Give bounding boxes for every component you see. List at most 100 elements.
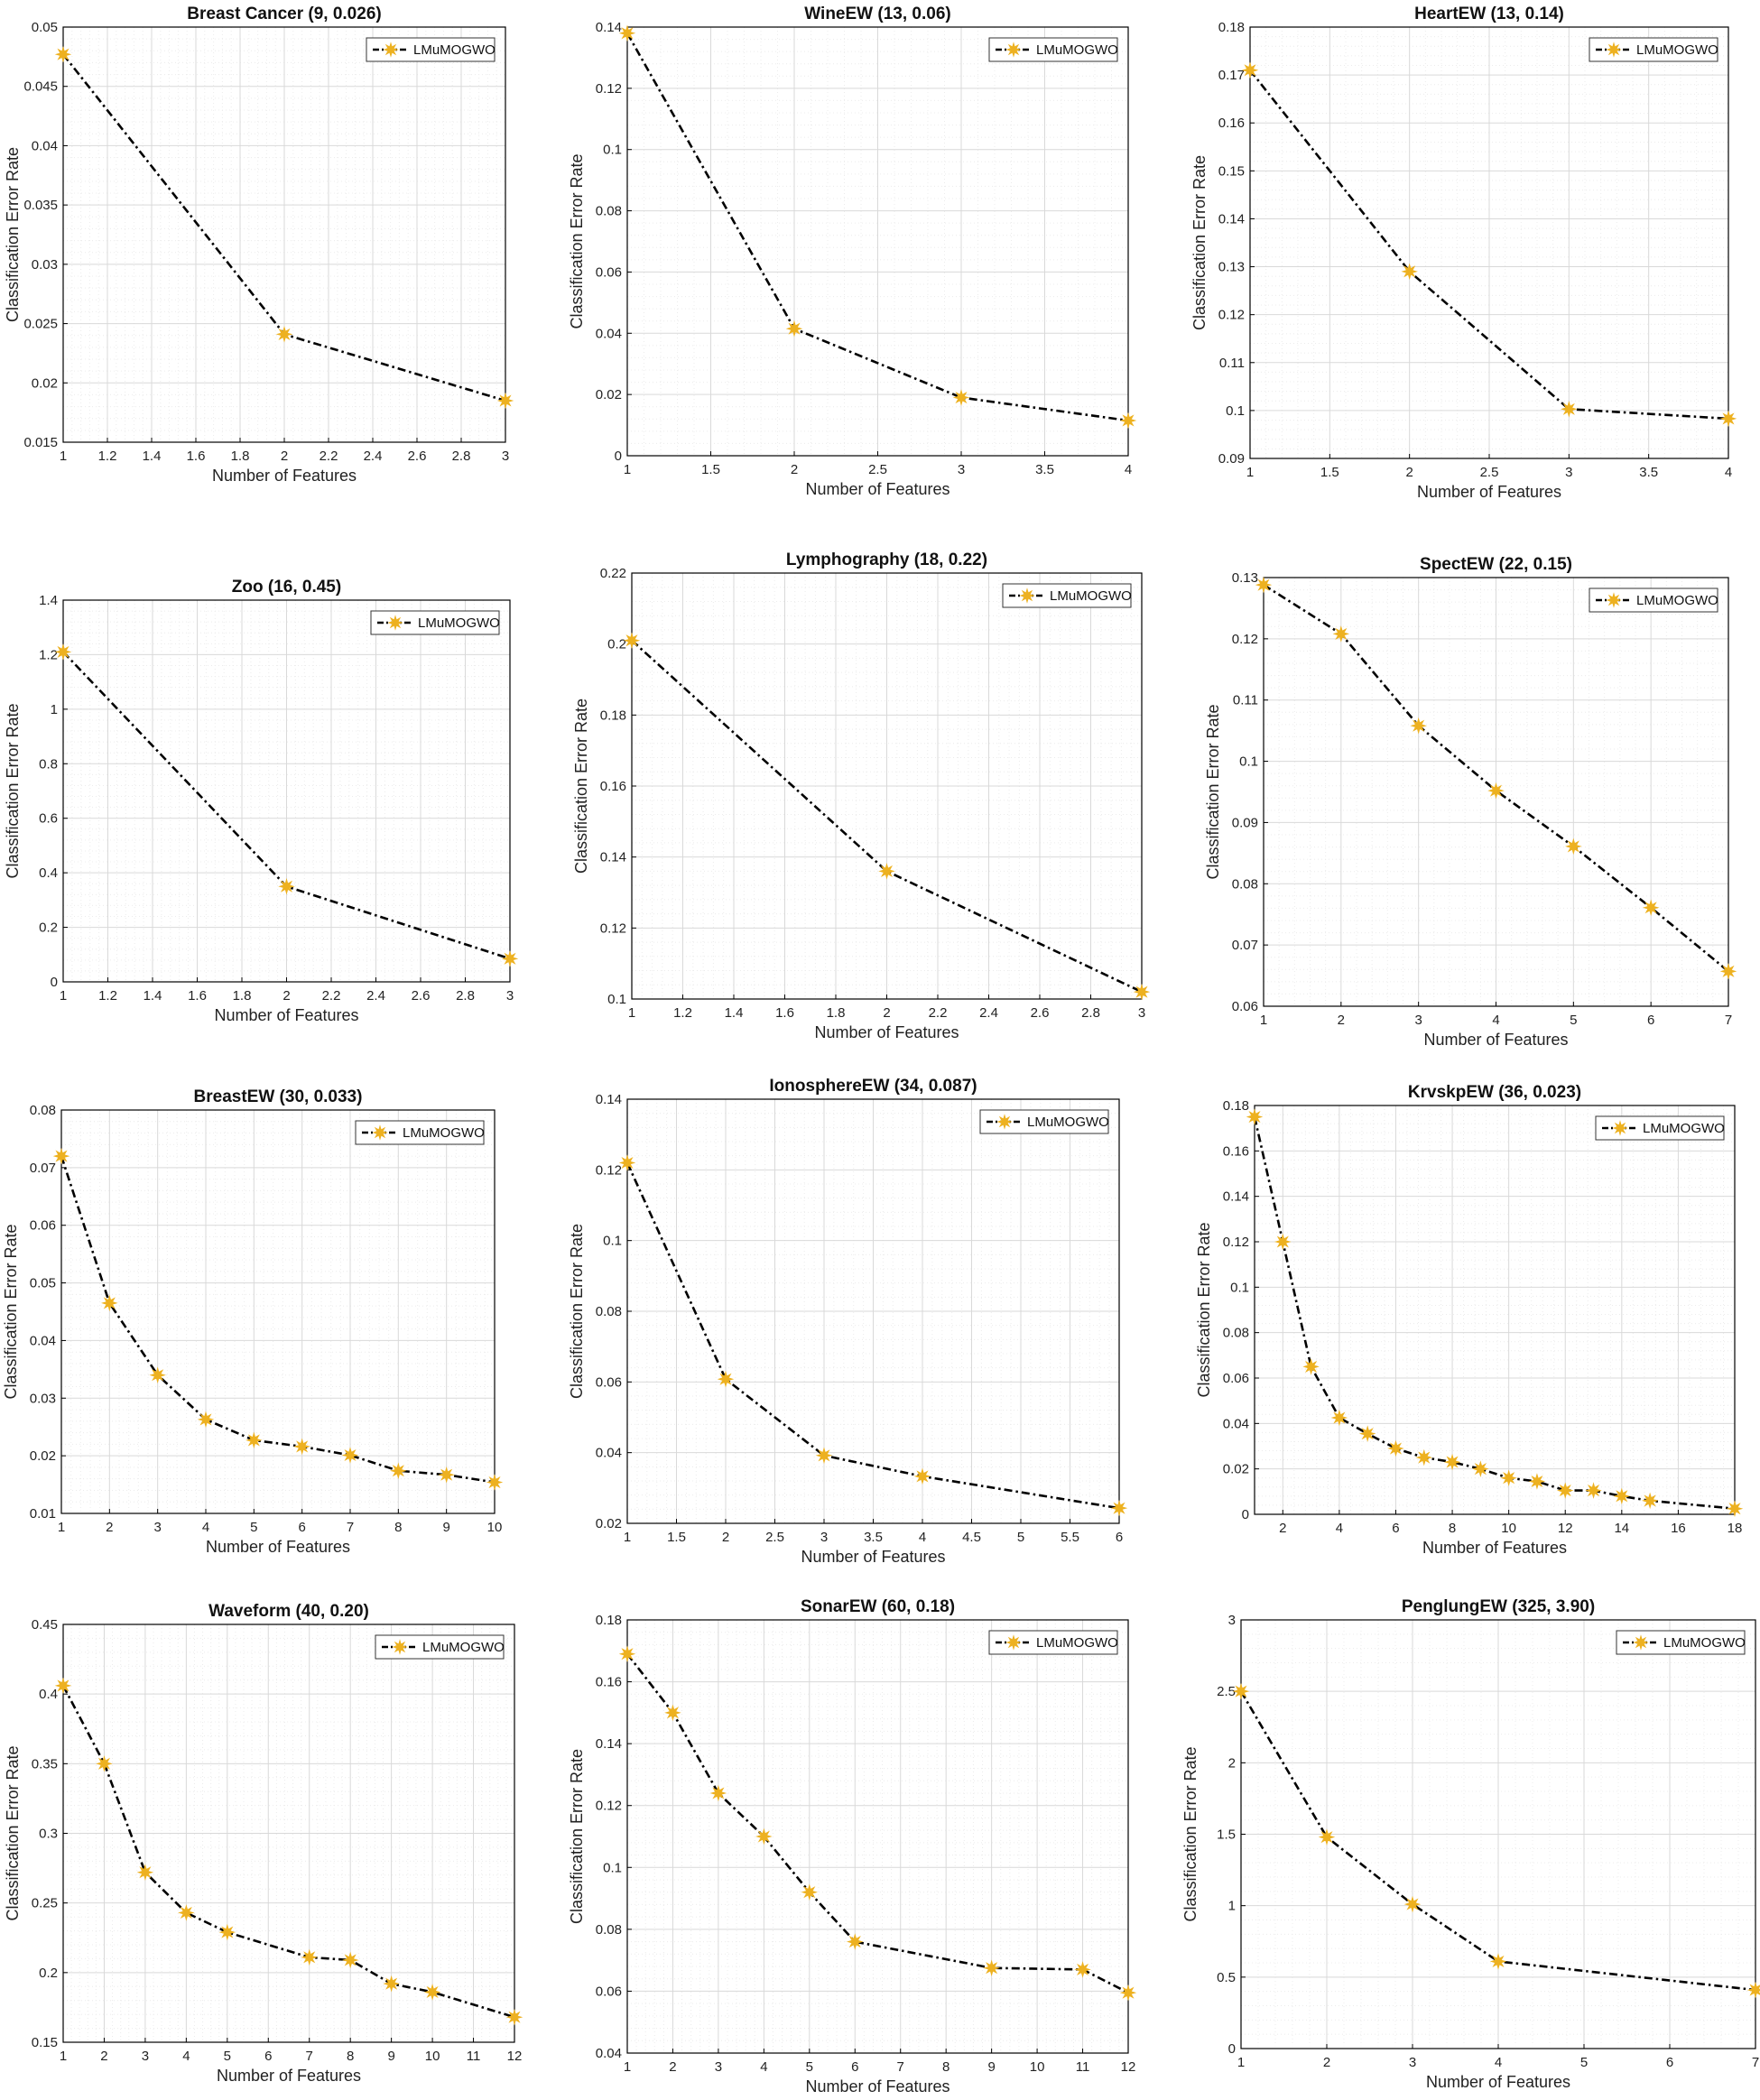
y-tick-label: 1.5 [1217, 1827, 1236, 1843]
minor-grid [63, 600, 510, 982]
data-point-marker [438, 1466, 455, 1484]
x-tick-label: 3.5 [1035, 462, 1054, 477]
x-tick-label: 10 [1030, 2059, 1045, 2075]
axes-box [626, 1619, 1129, 2054]
x-tick-label: 2 [1405, 465, 1413, 480]
x-tick-label: 10 [487, 1520, 503, 1535]
data-point-marker [1110, 1499, 1128, 1517]
y-tick-label: 0.8 [39, 756, 58, 772]
x-axis-label: Number of Features [801, 1548, 945, 1566]
data-point-marker [1746, 1981, 1760, 1999]
data-point-marker [913, 1467, 931, 1485]
chart-panel-11: 1 2 3 4 5 6 7 8 9 10 11 120.040.060.080.10.120.140.… [568, 1597, 1137, 2095]
y-tick-label: 0.07 [1232, 938, 1258, 953]
y-tick-label: 0.025 [23, 317, 58, 332]
y-tick-label: 3 [1228, 1613, 1236, 1628]
x-tick-label: 2.2 [929, 1005, 948, 1021]
data-point-marker [618, 1645, 636, 1662]
y-axis-label: Classification Error Rate [568, 1224, 586, 1399]
legend: LMuMOGWO [355, 1120, 485, 1145]
x-tick-label: 6 [1392, 1521, 1399, 1536]
legend-label: LMuMOGWO [1050, 588, 1132, 604]
y-tick-label: 0.04 [1223, 1416, 1249, 1431]
data-point-marker [1641, 1492, 1659, 1510]
axes-box [1263, 577, 1729, 1007]
x-tick-label: 3 [506, 988, 514, 1004]
data-point-marker [1358, 1425, 1376, 1442]
x-tick-label: 2 [283, 988, 290, 1004]
y-tick-label: 0.6 [39, 811, 58, 827]
legend-marker-icon [1612, 1120, 1628, 1136]
x-axis-label: Number of Features [1423, 1031, 1568, 1049]
y-tick-label: 1.4 [39, 593, 58, 608]
y-tick-label: 0.14 [1218, 211, 1245, 227]
y-tick-label: 0.12 [596, 1799, 622, 1814]
x-tick-label: 9 [987, 2059, 995, 2075]
y-tick-label: 0.02 [30, 1448, 56, 1464]
x-tick-label: 2 [281, 449, 288, 464]
x-tick-label: 2.4 [364, 449, 383, 464]
y-axis-label: Classification Error Rate [2, 1224, 20, 1399]
legend: LMuMOGWO [366, 37, 496, 62]
legend-label: LMuMOGWO [413, 42, 496, 58]
data-point-marker [815, 1447, 833, 1465]
x-tick-label: 10 [425, 2049, 440, 2064]
data-point-marker [1318, 1828, 1336, 1846]
data-point-marker [1472, 1460, 1489, 1477]
x-tick-label: 5.5 [1061, 1530, 1079, 1545]
x-tick-label: 5 [1570, 1013, 1577, 1028]
data-point-marker [1246, 1108, 1264, 1125]
y-axis-label: Classification Error Rate [4, 703, 22, 878]
x-tick-label: 4.5 [962, 1530, 981, 1545]
x-tick-label: 2.2 [322, 988, 341, 1004]
x-tick-label: 2 [100, 2049, 107, 2064]
x-tick-label: 8 [942, 2059, 949, 2075]
legend: LMuMOGWO [1589, 37, 1718, 62]
y-tick-label: 0.06 [596, 264, 622, 280]
x-tick-label: 8 [394, 1520, 402, 1535]
x-tick-label: 1.5 [667, 1530, 686, 1545]
x-tick-label: 1.4 [725, 1005, 744, 1021]
x-tick-label: 5 [1017, 1530, 1024, 1545]
axes-box [62, 26, 506, 443]
y-tick-label: 0.18 [1223, 1098, 1249, 1114]
x-tick-label: 2 [722, 1530, 729, 1545]
x-tick-label: 18 [1728, 1521, 1743, 1536]
y-tick-label: 0.035 [23, 198, 58, 213]
data-point-marker [1255, 576, 1273, 594]
y-axis-label: Classification Error Rate [4, 147, 22, 322]
y-tick-label: 0.08 [1223, 1326, 1249, 1341]
legend-marker-icon [1019, 587, 1035, 604]
data-point-marker [755, 1827, 773, 1846]
chart-title: Lymphography (18, 0.22) [786, 550, 987, 569]
axes-box [1240, 1619, 1756, 2049]
x-axis-label: Number of Features [1422, 1539, 1567, 1557]
x-tick-label: 16 [1671, 1521, 1686, 1536]
y-tick-label: 0.08 [1232, 876, 1258, 892]
x-tick-label: 2.5 [1480, 465, 1499, 480]
data-point-marker [1332, 625, 1350, 643]
data-point-marker [178, 1904, 195, 1921]
y-tick-label: 0.14 [596, 1736, 622, 1752]
x-tick-label: 4 [919, 1530, 926, 1545]
data-point-marker [1565, 837, 1582, 856]
x-tick-label: 1 [60, 988, 67, 1004]
x-axis-label: Number of Features [206, 1538, 350, 1556]
y-tick-label: 0.08 [596, 1304, 622, 1319]
legend: LMuMOGWO [1616, 1630, 1746, 1655]
x-tick-label: 1.4 [144, 988, 162, 1004]
x-axis-label: Number of Features [805, 2077, 949, 2095]
x-tick-label: 2.8 [456, 988, 475, 1004]
x-tick-label: 3.5 [1639, 465, 1658, 480]
x-tick-label: 6 [1647, 1013, 1654, 1028]
minor-grid [627, 1620, 1128, 2053]
x-tick-label: 6 [1116, 1530, 1123, 1545]
y-tick-label: 0.13 [1218, 260, 1245, 275]
legend: LMuMOGWO [1595, 1115, 1725, 1141]
legend-box [1589, 37, 1718, 62]
data-point-marker [1443, 1453, 1461, 1471]
minor-grid [1255, 1106, 1735, 1514]
y-tick-label: 0.04 [30, 1333, 56, 1348]
y-tick-label: 0.16 [1218, 116, 1245, 131]
legend-box [366, 37, 496, 62]
